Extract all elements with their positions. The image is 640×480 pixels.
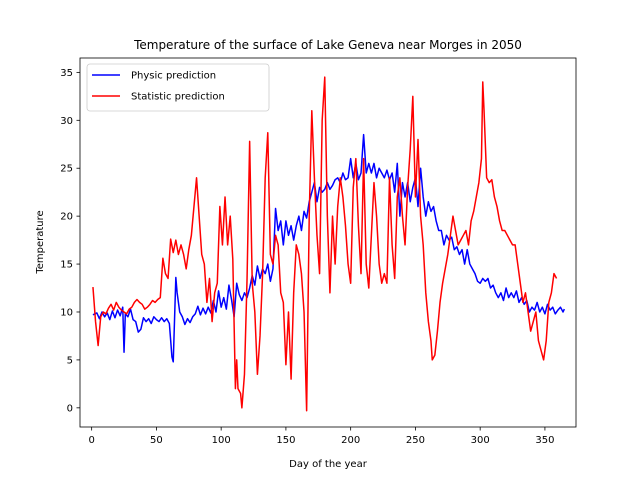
y-tick-label: 0 <box>67 403 73 414</box>
y-tick-label: 10 <box>60 307 73 318</box>
y-axis-label: Temperature <box>35 210 46 274</box>
x-tick-label: 50 <box>150 435 163 446</box>
series-line-2 <box>92 76 558 412</box>
x-tick-label: 300 <box>471 435 490 446</box>
series-layer <box>92 76 566 412</box>
x-tick-label: 150 <box>276 435 295 446</box>
x-tick-label: 0 <box>88 435 94 446</box>
y-tick-label: 35 <box>60 68 73 79</box>
plot-frame <box>79 57 577 428</box>
y-tick-label: 30 <box>60 116 73 127</box>
x-tick-label: 250 <box>406 435 425 446</box>
legend-box <box>86 63 270 112</box>
y-tick-label: 5 <box>67 355 73 366</box>
legend-label-2: Statistic prediction <box>131 92 225 103</box>
x-tick-label: 350 <box>535 435 554 446</box>
x-axis: 0 50 100 150 200 250 300 350 <box>88 427 554 446</box>
y-tick-label: 25 <box>60 164 73 175</box>
x-axis-label: Day of the year <box>289 459 368 470</box>
y-axis: 0 5 10 15 20 25 30 35 <box>60 68 80 414</box>
chart-title: Temperature of the surface of Lake Genev… <box>133 38 522 52</box>
y-tick-label: 20 <box>60 212 73 223</box>
y-tick-label: 15 <box>60 260 73 271</box>
legend-label-1: Physic prediction <box>131 71 216 82</box>
x-tick-label: 200 <box>341 435 360 446</box>
x-tick-label: 100 <box>212 435 231 446</box>
legend: Physic prediction Statistic prediction <box>86 63 270 112</box>
